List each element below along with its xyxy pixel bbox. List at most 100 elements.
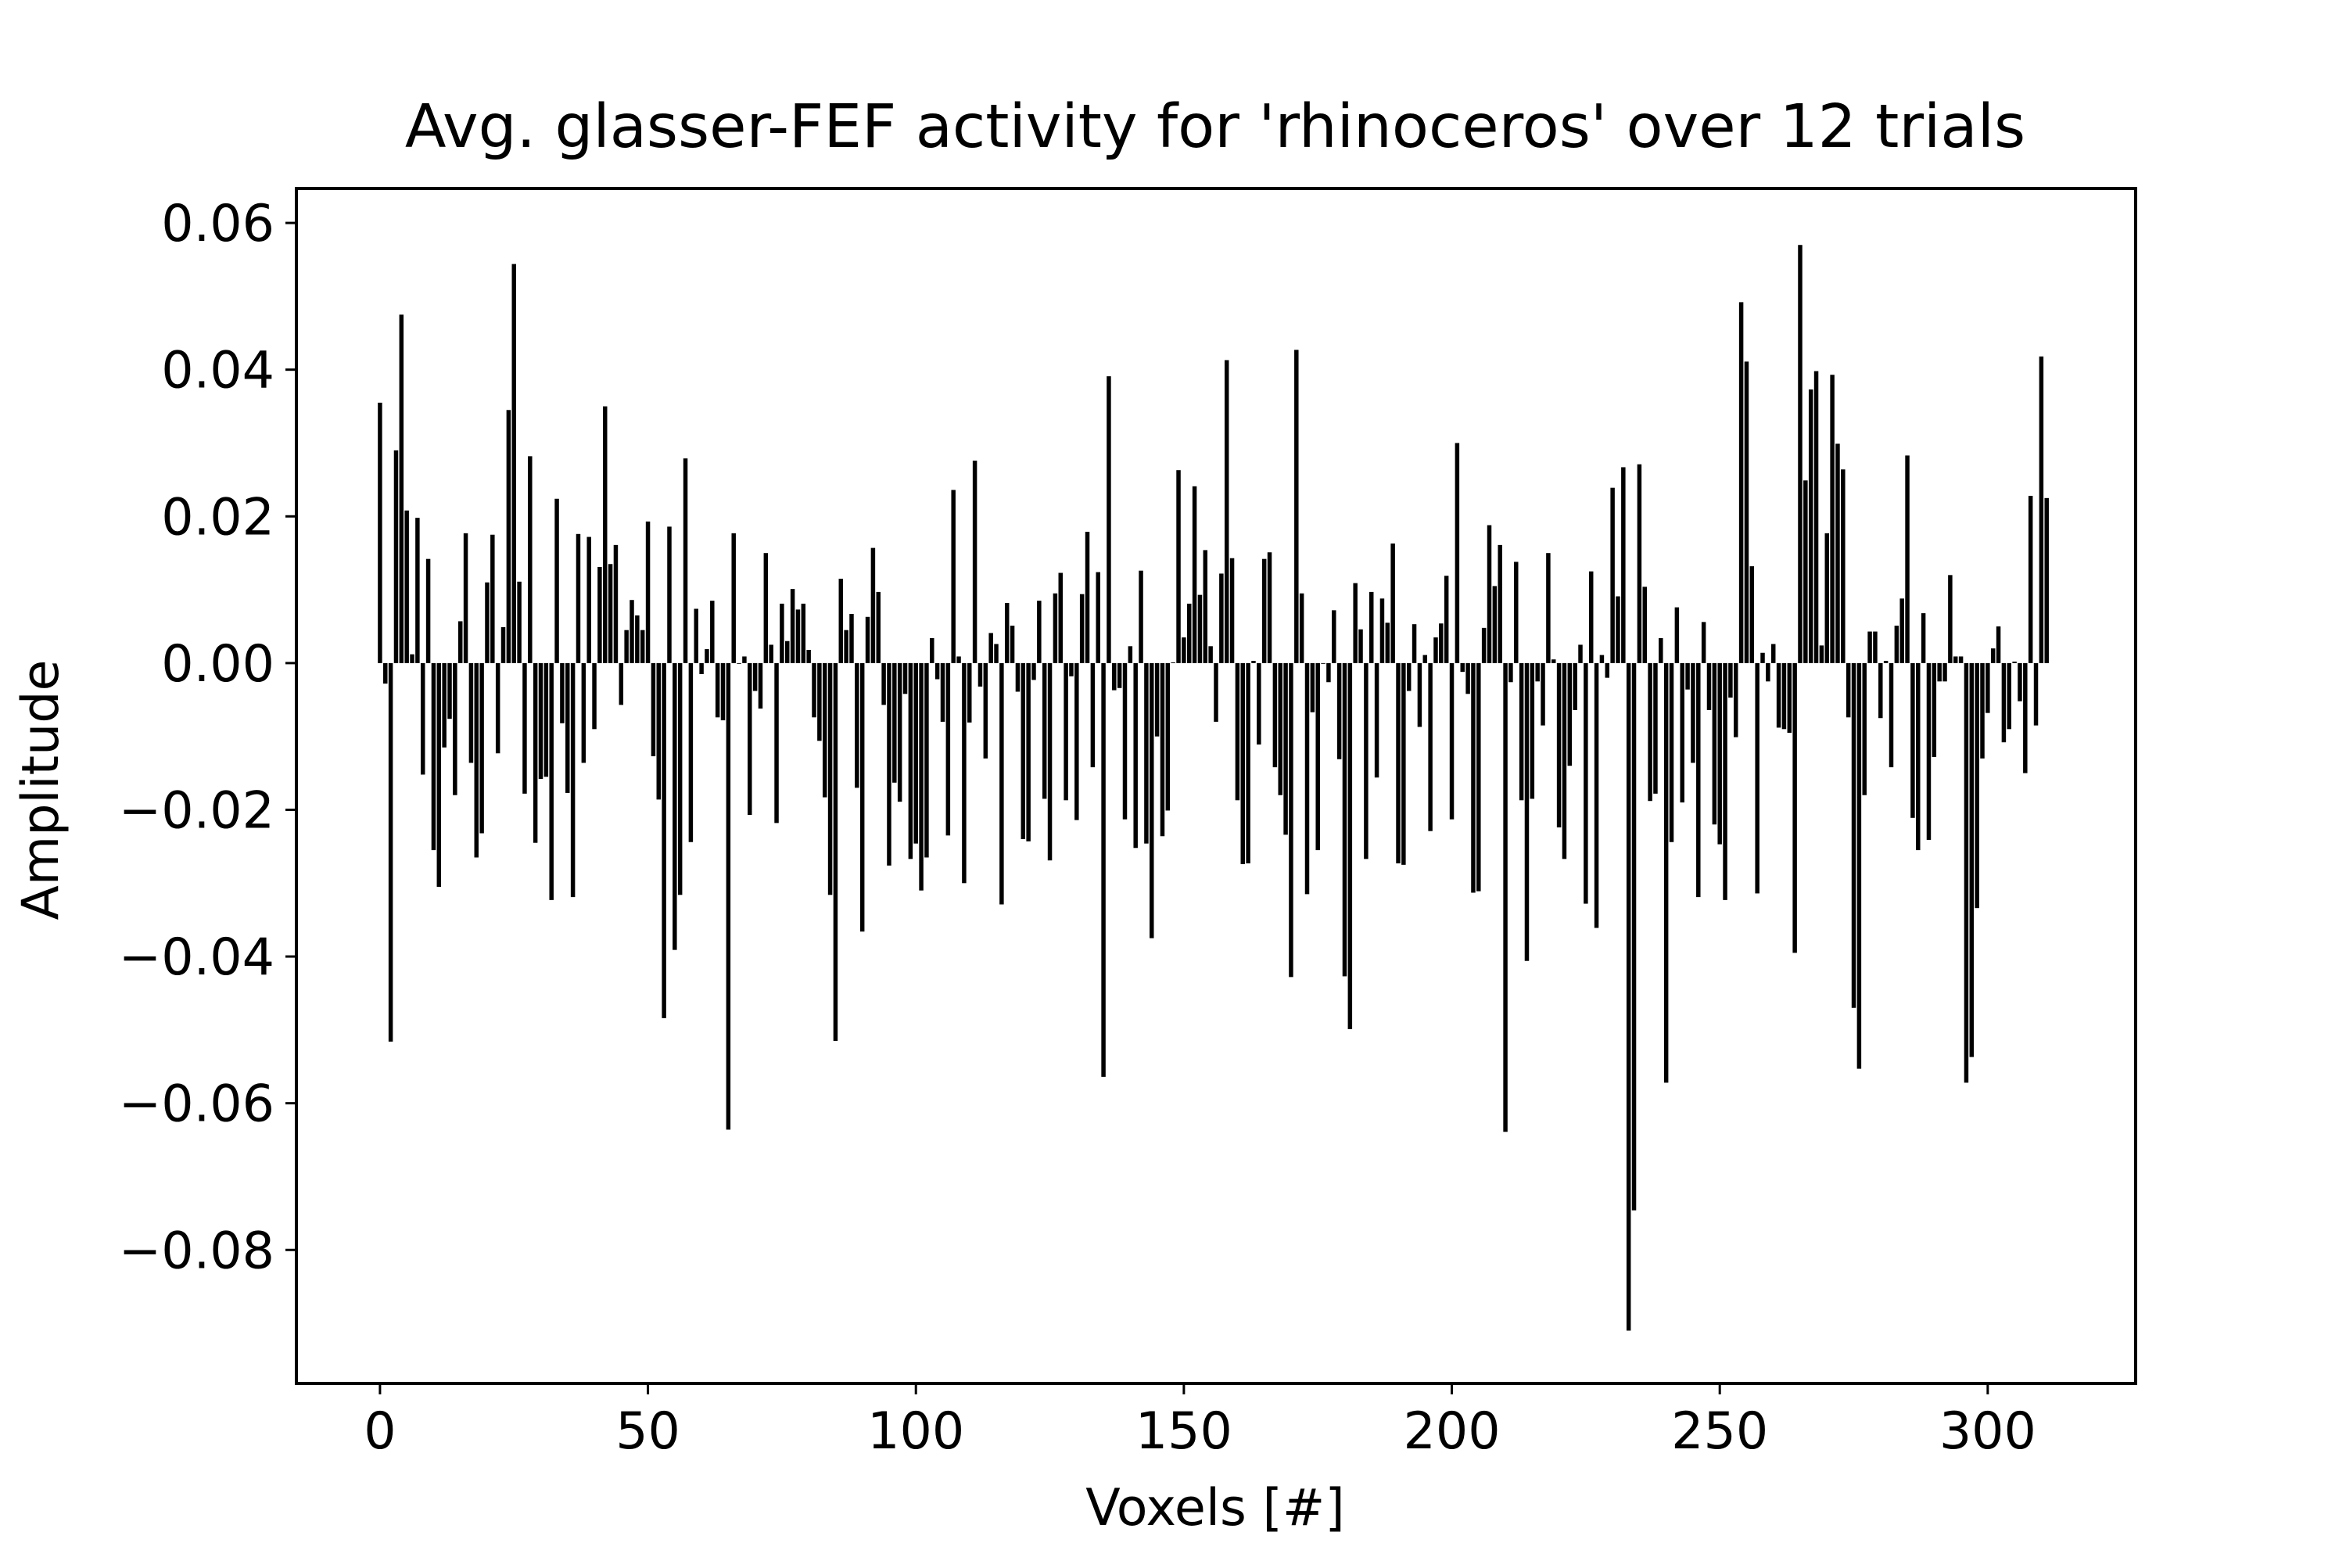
bar <box>1556 662 1562 827</box>
bar <box>1047 662 1053 861</box>
bar <box>1878 662 1883 719</box>
bar <box>1535 662 1540 682</box>
bar <box>581 662 586 763</box>
bar <box>457 621 463 663</box>
bar <box>586 536 591 663</box>
bar <box>752 662 758 691</box>
bar <box>1819 645 1824 663</box>
bar <box>1171 662 1175 663</box>
bar <box>1412 624 1417 663</box>
bar <box>1803 480 1808 663</box>
bar <box>978 662 983 687</box>
bar <box>1519 662 1524 801</box>
bar <box>748 662 752 816</box>
y-tick-label: 0.00 <box>161 635 274 694</box>
y-tick-label: −0.02 <box>119 781 274 840</box>
bar <box>763 553 769 663</box>
bar <box>1240 662 1245 864</box>
bar <box>806 650 811 663</box>
bar <box>425 558 431 663</box>
bar <box>463 533 468 663</box>
bar <box>1010 626 1015 663</box>
bar <box>1278 662 1282 795</box>
bar <box>1444 576 1449 663</box>
bar <box>951 490 956 663</box>
bar <box>1321 662 1325 664</box>
bar <box>688 662 694 842</box>
bar <box>1889 662 1894 768</box>
bar <box>699 662 704 674</box>
bar <box>1112 662 1117 691</box>
bar <box>1379 598 1385 663</box>
bar <box>1299 593 1304 663</box>
bar <box>1294 350 1299 663</box>
bar <box>999 662 1004 905</box>
bar <box>1524 662 1530 961</box>
bar <box>972 461 978 663</box>
bar <box>1107 376 1111 663</box>
bar <box>962 662 967 884</box>
bar <box>1053 593 1058 663</box>
bar <box>1728 662 1733 698</box>
bar <box>956 656 961 663</box>
bar <box>1128 646 1133 663</box>
bar <box>1160 662 1165 837</box>
bar <box>673 662 677 950</box>
bar <box>1031 662 1036 680</box>
bar <box>1642 587 1647 663</box>
bar <box>1594 662 1599 928</box>
bar <box>1770 644 1776 663</box>
bar <box>1224 360 1229 663</box>
bar <box>892 662 897 783</box>
bar <box>1304 662 1310 895</box>
bar <box>1289 662 1293 978</box>
bar <box>1428 662 1433 831</box>
bar <box>677 662 683 895</box>
bar <box>1541 662 1545 726</box>
bar <box>1385 623 1390 663</box>
bar <box>1090 662 1096 768</box>
bar <box>388 662 393 1042</box>
bar <box>1980 662 1985 759</box>
bar <box>1760 652 1765 663</box>
bar <box>1272 662 1278 768</box>
bar <box>1798 245 1803 663</box>
bar <box>844 630 848 663</box>
bar <box>1186 603 1192 663</box>
bar <box>859 662 865 932</box>
bar <box>1626 662 1631 1331</box>
bar <box>1144 662 1149 844</box>
bar <box>1975 662 1979 909</box>
bar <box>1841 469 1846 663</box>
bar <box>1026 662 1031 841</box>
bar <box>495 662 500 754</box>
bar <box>1150 662 1154 938</box>
bar <box>656 662 662 800</box>
bar <box>1663 662 1669 1083</box>
bar <box>1867 631 1872 663</box>
bar <box>399 314 404 663</box>
bar <box>1588 571 1594 663</box>
bar <box>1958 656 1964 663</box>
bar <box>988 633 993 663</box>
bar <box>613 544 619 663</box>
bar <box>1610 487 1615 663</box>
bar <box>1251 661 1256 663</box>
bar <box>554 498 559 663</box>
bar <box>1085 531 1090 663</box>
bar <box>1117 662 1122 688</box>
bar <box>1165 662 1171 811</box>
bar <box>635 615 640 663</box>
bar <box>2001 662 2007 743</box>
bar <box>1616 596 1620 663</box>
bar <box>913 662 918 844</box>
x-tick-label: 300 <box>1939 1402 2036 1461</box>
bar <box>592 662 597 730</box>
bar <box>1744 361 1749 663</box>
bar <box>538 662 543 780</box>
bar <box>919 662 924 891</box>
bar <box>485 582 490 663</box>
bar <box>1154 662 1160 737</box>
bar <box>785 640 790 663</box>
